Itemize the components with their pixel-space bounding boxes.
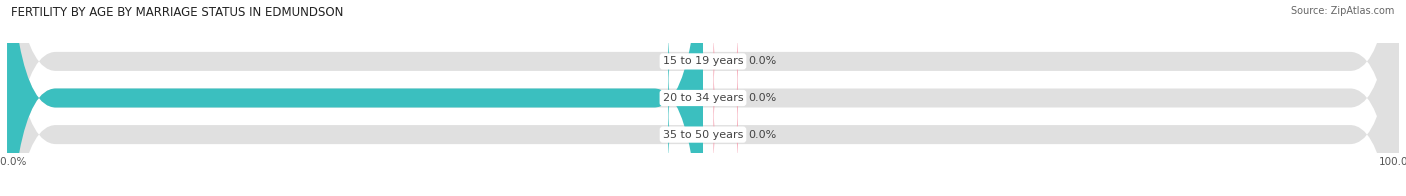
- Text: 20 to 34 years: 20 to 34 years: [662, 93, 744, 103]
- Text: Source: ZipAtlas.com: Source: ZipAtlas.com: [1291, 6, 1395, 16]
- FancyBboxPatch shape: [7, 0, 1399, 196]
- Text: 0.0%: 0.0%: [661, 56, 689, 66]
- FancyBboxPatch shape: [7, 0, 1399, 196]
- FancyBboxPatch shape: [713, 32, 738, 91]
- FancyBboxPatch shape: [668, 105, 693, 164]
- FancyBboxPatch shape: [713, 105, 738, 164]
- Text: 0.0%: 0.0%: [661, 130, 689, 140]
- FancyBboxPatch shape: [713, 69, 738, 127]
- Text: 0.0%: 0.0%: [748, 93, 776, 103]
- Text: 0.0%: 0.0%: [748, 130, 776, 140]
- Text: FERTILITY BY AGE BY MARRIAGE STATUS IN EDMUNDSON: FERTILITY BY AGE BY MARRIAGE STATUS IN E…: [11, 6, 343, 19]
- FancyBboxPatch shape: [7, 0, 703, 196]
- Text: 0.0%: 0.0%: [748, 56, 776, 66]
- Text: 15 to 19 years: 15 to 19 years: [662, 56, 744, 66]
- FancyBboxPatch shape: [7, 0, 1399, 196]
- Text: 35 to 50 years: 35 to 50 years: [662, 130, 744, 140]
- FancyBboxPatch shape: [668, 32, 693, 91]
- FancyBboxPatch shape: [668, 69, 693, 127]
